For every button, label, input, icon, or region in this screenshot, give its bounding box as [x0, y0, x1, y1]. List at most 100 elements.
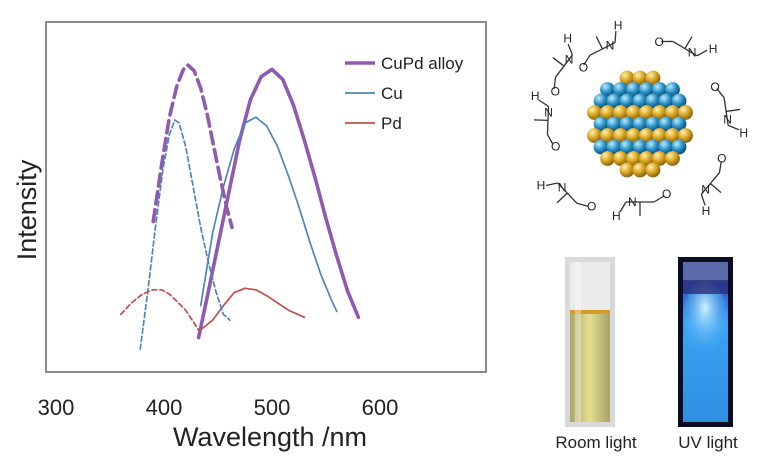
atom-label-O: O — [579, 61, 588, 75]
x-tick-600: 600 — [362, 395, 399, 420]
atom-label-N: N — [558, 180, 567, 194]
pd-atom — [671, 139, 687, 155]
pd-atom — [632, 116, 648, 132]
atom-label-N: N — [628, 195, 637, 209]
dmf-ligand — [716, 88, 741, 131]
atom-label-H: H — [563, 32, 572, 46]
cupd-nanocluster — [587, 70, 693, 178]
pd-atom — [658, 116, 674, 132]
cu-atom — [626, 105, 641, 120]
pd-atom — [645, 139, 661, 155]
cu-atom — [652, 151, 667, 166]
pd-atom — [671, 116, 687, 132]
cu-atom — [665, 151, 680, 166]
cu-atom — [645, 162, 661, 178]
x-tick-400: 400 — [146, 395, 183, 420]
pd-atom — [658, 93, 674, 109]
cu-atom — [619, 70, 635, 86]
legend: CuPd alloy Cu Pd — [345, 54, 464, 133]
legend-label-cupd-alloy: CuPd alloy — [381, 54, 464, 73]
cu-atom — [652, 128, 667, 143]
cu-atom — [600, 128, 615, 143]
pd-atom — [652, 82, 667, 97]
atom-label-H: H — [612, 209, 621, 223]
cu-atom — [639, 128, 654, 143]
atom-label-N: N — [701, 183, 710, 197]
legend-label-cu: Cu — [381, 84, 403, 103]
pd-atom — [606, 139, 622, 155]
pd-atom — [619, 93, 635, 109]
atom-label-O: O — [587, 200, 596, 214]
pd-atom — [619, 116, 635, 132]
x-axis-label: Wavelength /nm — [173, 422, 367, 452]
cu-atom — [678, 105, 693, 120]
cu-atom — [665, 128, 680, 143]
atom-label-N: N — [606, 38, 615, 52]
atom-label-O: O — [710, 80, 719, 94]
cu-atom — [613, 105, 628, 120]
chart: 300 400 500 600 Wavelength /nm Intensity Cu… — [12, 21, 487, 452]
cu-atom — [626, 151, 641, 166]
series-line-cupd-alloy-emission — [196, 67, 361, 340]
pd-atom — [626, 82, 641, 97]
dmf-ligand — [661, 36, 708, 57]
pd-atom — [671, 93, 687, 109]
series-line-pd-emission — [200, 287, 306, 330]
atom-label-H: H — [702, 204, 711, 218]
pd-atom — [606, 93, 622, 109]
dmf-ligand — [619, 195, 665, 216]
cu-atom — [645, 70, 661, 86]
cu-atom — [619, 162, 635, 178]
pd-atom — [645, 93, 661, 109]
dmf-ligand — [533, 99, 554, 145]
cu-atom — [632, 70, 648, 86]
x-tick-300: 300 — [38, 395, 75, 420]
dmf-ligand — [583, 31, 617, 66]
cu-atom — [626, 128, 641, 143]
x-tick-labels: 300 400 500 600 — [38, 395, 399, 420]
pd-atom — [593, 93, 609, 109]
pd-atom — [606, 116, 622, 132]
atom-label-H: H — [531, 89, 540, 103]
atom-label-H: H — [739, 126, 748, 140]
cu-atom — [639, 105, 654, 120]
pd-atom — [645, 116, 661, 132]
atom-label-N: N — [565, 53, 574, 67]
pd-atom — [658, 139, 674, 155]
atom-label-O: O — [551, 85, 560, 99]
vial-uv-light-photo — [678, 257, 733, 427]
series-line-dashed-5-excitation — [119, 288, 201, 333]
cu-atom — [665, 105, 680, 120]
cu-atom — [600, 105, 615, 120]
cu-atom — [652, 105, 667, 120]
atom-label-O: O — [655, 35, 664, 49]
uv-light-caption: UV light — [678, 433, 738, 452]
dmf-ligand — [552, 43, 574, 89]
cu-atom — [632, 162, 648, 178]
pd-atom — [600, 82, 615, 97]
pd-atom — [665, 82, 680, 97]
pd-atom — [593, 139, 609, 155]
atom-label-N: N — [723, 112, 732, 126]
x-tick-500: 500 — [254, 395, 291, 420]
plot-frame — [45, 21, 487, 373]
atom-label-N: N — [544, 105, 553, 119]
pd-atom — [632, 139, 648, 155]
pd-atom — [593, 116, 609, 132]
pd-atom — [619, 139, 635, 155]
atom-label-H: H — [614, 19, 623, 33]
cu-atom — [613, 151, 628, 166]
atom-label-O: O — [717, 152, 726, 166]
pd-atom — [613, 82, 628, 97]
cu-atom — [639, 151, 654, 166]
cu-atom — [678, 128, 693, 143]
cu-atom — [600, 151, 615, 166]
atom-label-O: O — [551, 140, 560, 154]
vial-room-light-photo — [565, 257, 615, 427]
atom-label-N: N — [688, 46, 697, 60]
pd-atom — [632, 93, 648, 109]
dmf-ligand — [546, 182, 589, 208]
pd-atom — [639, 82, 654, 97]
